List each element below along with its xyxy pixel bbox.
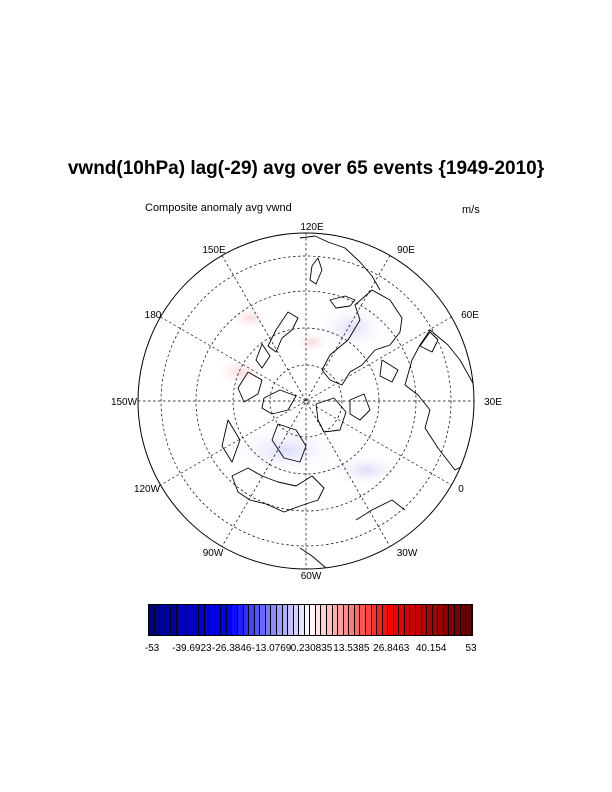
colorbar-swatch [293,605,300,635]
colorbar-swatch [454,605,461,635]
units-label: m/s [462,204,480,216]
lon-label-30w: 30W [397,548,418,559]
colorbar-tick-label: -53 [144,643,160,654]
colorbar-tick-label: -13.0769 [251,643,292,654]
colorbar-swatch [232,605,238,635]
lon-label-150e: 150E [202,245,226,256]
colorbar-swatch [327,605,333,635]
colorbar-swatch [193,605,200,635]
colorbar-swatch [427,605,433,635]
colorbar-swatch [377,605,383,635]
colorbar-swatch [421,605,428,635]
lon-label-180: 180 [145,310,162,321]
colorbar-swatch [187,605,194,635]
colorbar-swatch [182,605,188,635]
colorbar-tick-label: 26.8463 [373,643,410,654]
colorbar-tick-label: 40.154 [415,643,447,654]
colorbar-swatch [160,605,166,635]
colorbar-swatch [321,605,327,635]
colorbar-swatch [393,605,400,635]
colorbar-swatch [154,605,161,635]
colorbar-swatch [149,605,155,635]
left-subtitle: Composite anomaly avg vwnd [145,202,292,214]
colorbar-swatch [282,605,289,635]
colorbar-swatch [215,605,222,635]
colorbar-swatch [343,605,350,635]
colorbar-swatch [365,605,372,635]
colorbar-swatch [382,605,389,635]
colorbar-swatch [165,605,172,635]
colorbar-swatch [443,605,450,635]
colorbar-swatch [238,605,244,635]
colorbar-swatch [271,605,277,635]
colorbar-swatch [410,605,416,635]
plot-title: vwnd(10hPa) lag(-29) avg over 65 events … [67,158,545,179]
lon-label-90w: 90W [203,548,224,559]
lon-label-0: 0 [458,484,464,495]
colorbar-swatch [388,605,394,635]
colorbar-tick-label: 13.5385 [333,643,370,654]
colorbar [148,604,473,636]
lon-label-60w: 60W [301,571,322,582]
colorbar-swatch [210,605,216,635]
colorbar-swatch [260,605,266,635]
colorbar-swatch [221,605,227,635]
lon-label-90e: 90E [397,245,415,256]
lon-label-150w: 150W [111,397,138,408]
colorbar-tick-label: 53 [465,643,477,654]
colorbar-swatch [460,605,467,635]
colorbar-swatch [171,605,177,635]
colorbar-swatch [243,605,250,635]
colorbar-swatch [176,605,183,635]
colorbar-swatch [226,605,233,635]
colorbar-swatch [338,605,344,635]
colorbar-swatch [360,605,366,635]
colorbar-swatch [404,605,411,635]
colorbar-tick-label: 0.230835 [290,643,333,654]
coastlines [221,235,474,569]
longitude-labels: 120E 90E 60E 30E 0 30W 60W 90W 120W 150W… [111,222,502,582]
colorbar-swatch [204,605,211,635]
map-boundary [137,232,475,570]
colorbar-swatch [416,605,422,635]
graticule [138,233,474,569]
colorbar-swatch [249,605,255,635]
lon-label-60e: 60E [461,310,479,321]
colorbar-swatch [449,605,455,635]
lon-label-120e: 120E [300,222,324,233]
colorbar-swatch [466,605,472,635]
colorbar-swatch [299,605,305,635]
colorbar-tick-label: -26.3846 [212,643,252,654]
colorbar-swatch [254,605,261,635]
colorbar-swatch [310,605,316,635]
colorbar-swatch [199,605,205,635]
lon-label-120w: 120W [134,484,161,495]
colorbar-swatch [349,605,355,635]
colorbar-tick-label: -39.6923 [172,643,212,654]
lon-label-30e: 30E [484,397,502,408]
colorbar-swatch [371,605,378,635]
colorbar-swatch [354,605,361,635]
colorbar-swatch [432,605,439,635]
colorbar-swatch [304,605,311,635]
colorbar-swatch [399,605,405,635]
colorbar-swatch [265,605,272,635]
colorbar-swatch [315,605,322,635]
anomaly-shading [214,302,404,488]
colorbar-swatch [438,605,444,635]
colorbar-swatch [276,605,283,635]
colorbar-swatch [288,605,294,635]
colorbar-swatch [332,605,339,635]
